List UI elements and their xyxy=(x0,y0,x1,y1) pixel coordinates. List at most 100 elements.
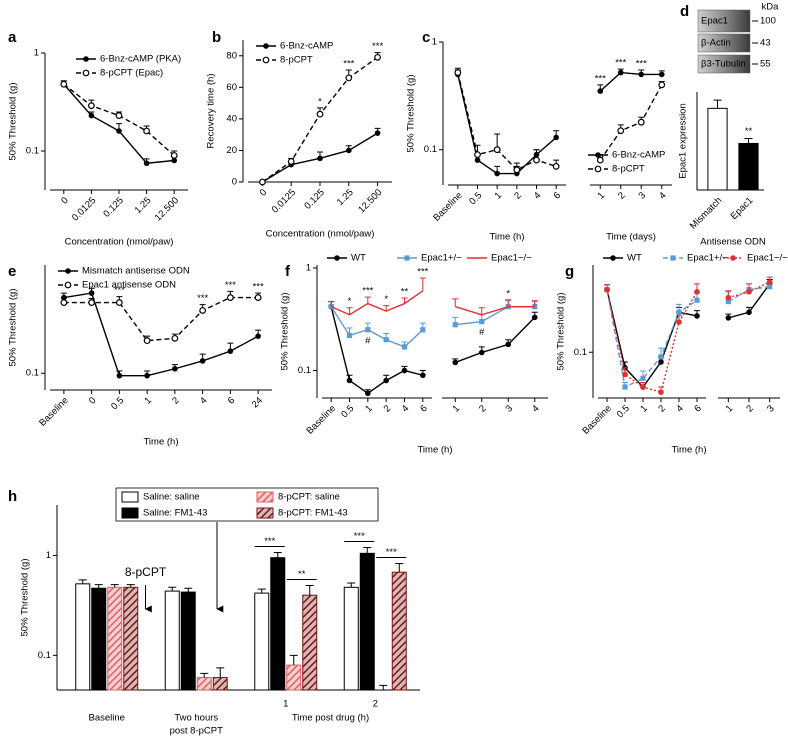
annotation: *** xyxy=(615,58,626,69)
x-tick-label: 4 xyxy=(674,403,686,415)
annotation: *** xyxy=(417,266,428,277)
legend-marker xyxy=(334,255,340,261)
error-bar xyxy=(289,654,298,666)
error-bar xyxy=(713,99,722,109)
legend-swatch xyxy=(256,507,274,519)
x-tick-label: 2 xyxy=(656,403,668,415)
series-line xyxy=(455,305,535,326)
data-point xyxy=(170,152,178,159)
series-line xyxy=(606,289,698,389)
data-point xyxy=(255,333,261,339)
legend-label: 8-pCPT xyxy=(280,55,313,66)
blot-label: β3-Tubulin xyxy=(701,59,746,70)
data-point xyxy=(725,294,732,301)
series-line xyxy=(455,316,536,364)
error-bar xyxy=(363,547,372,554)
data-point xyxy=(374,53,382,61)
x-axis-label: Time (days) xyxy=(606,232,656,243)
x-tick-label: Baseline xyxy=(305,403,339,437)
data-point xyxy=(513,166,521,174)
data-point xyxy=(60,80,68,88)
annotation: * xyxy=(348,296,352,307)
legend-label: 6-Bnz-cAMP (PKA) xyxy=(100,54,181,65)
error-bar xyxy=(216,667,225,678)
x-axis-label: Concentration (nmol/paw) xyxy=(266,229,375,240)
data-point xyxy=(552,162,560,170)
error-bar xyxy=(505,299,512,307)
data-point xyxy=(474,151,481,159)
x-tick-label: 0 xyxy=(87,395,99,407)
error-bar xyxy=(110,584,119,588)
annotation: # xyxy=(479,327,485,338)
data-point xyxy=(531,314,538,321)
x-tick-label: 12.500 xyxy=(356,187,384,215)
y-tick-label: 0 xyxy=(232,177,237,188)
data-point xyxy=(676,319,682,325)
error-bar xyxy=(383,305,390,312)
data-point xyxy=(259,178,266,186)
annotation: *** xyxy=(362,286,373,297)
annotation: *** xyxy=(197,293,208,304)
bar xyxy=(91,587,107,691)
data-point xyxy=(676,309,682,315)
error-bar xyxy=(328,301,335,307)
x-tick-label: 4 xyxy=(530,403,542,415)
data-point xyxy=(226,294,234,301)
x-tick-label: 1 xyxy=(143,395,155,407)
legend-marker xyxy=(670,255,676,261)
x-tick-label: 4 xyxy=(198,395,210,407)
legend-swatch xyxy=(121,507,139,519)
x-tick-label: Baseline xyxy=(37,395,71,429)
x-tick-label: 24 xyxy=(250,395,265,410)
y-axis-label: 50% Threshold (g) xyxy=(280,293,291,371)
data-point xyxy=(553,134,559,141)
series-line xyxy=(63,296,259,342)
bar xyxy=(75,583,91,691)
error-bar xyxy=(168,586,177,592)
y-axis-label: 50% Threshold (g) xyxy=(406,75,417,153)
x-tick-label: 1.25 xyxy=(133,195,154,216)
x-tick-label: 6 xyxy=(692,403,704,415)
x-tick-label: 1 xyxy=(638,403,650,415)
legend-marker xyxy=(83,56,89,62)
data-point xyxy=(346,377,353,384)
data-point xyxy=(478,349,485,356)
x-axis-label: Time (h) xyxy=(489,232,524,243)
data-point xyxy=(658,354,664,360)
data-point xyxy=(172,365,178,372)
data-point xyxy=(365,390,371,397)
data-point xyxy=(725,298,731,305)
data-point xyxy=(115,112,123,119)
data-point xyxy=(474,157,481,163)
data-point xyxy=(694,297,700,303)
data-point xyxy=(494,170,500,177)
error-bar xyxy=(379,684,388,690)
x-tick-label: 2 xyxy=(744,403,756,415)
series-line xyxy=(455,305,535,316)
x-tick-label: Baseline xyxy=(89,713,125,724)
panel-label: b xyxy=(212,29,221,46)
data-point xyxy=(199,358,206,364)
data-point xyxy=(493,146,501,154)
data-point xyxy=(617,127,625,135)
x-axis-label: Concentration (nmol/paw) xyxy=(65,237,174,248)
data-point xyxy=(383,377,389,384)
legend-marker xyxy=(65,268,71,274)
panel-label: f xyxy=(285,263,291,280)
legend-marker xyxy=(730,255,736,261)
x-tick-label: 3 xyxy=(504,403,516,415)
error-bar xyxy=(395,563,404,573)
error-bar xyxy=(531,300,538,307)
data-point xyxy=(617,69,624,76)
data-point xyxy=(87,102,95,110)
data-point xyxy=(479,319,485,325)
annotation: ** xyxy=(401,287,409,298)
blot-unit: kDa xyxy=(762,2,780,13)
data-point xyxy=(746,289,752,295)
x-tick-label: Baseline xyxy=(580,403,614,437)
data-point xyxy=(640,375,646,381)
data-point xyxy=(227,348,234,354)
data-point xyxy=(346,332,353,339)
x-tick-label: 0.125 xyxy=(101,195,126,220)
